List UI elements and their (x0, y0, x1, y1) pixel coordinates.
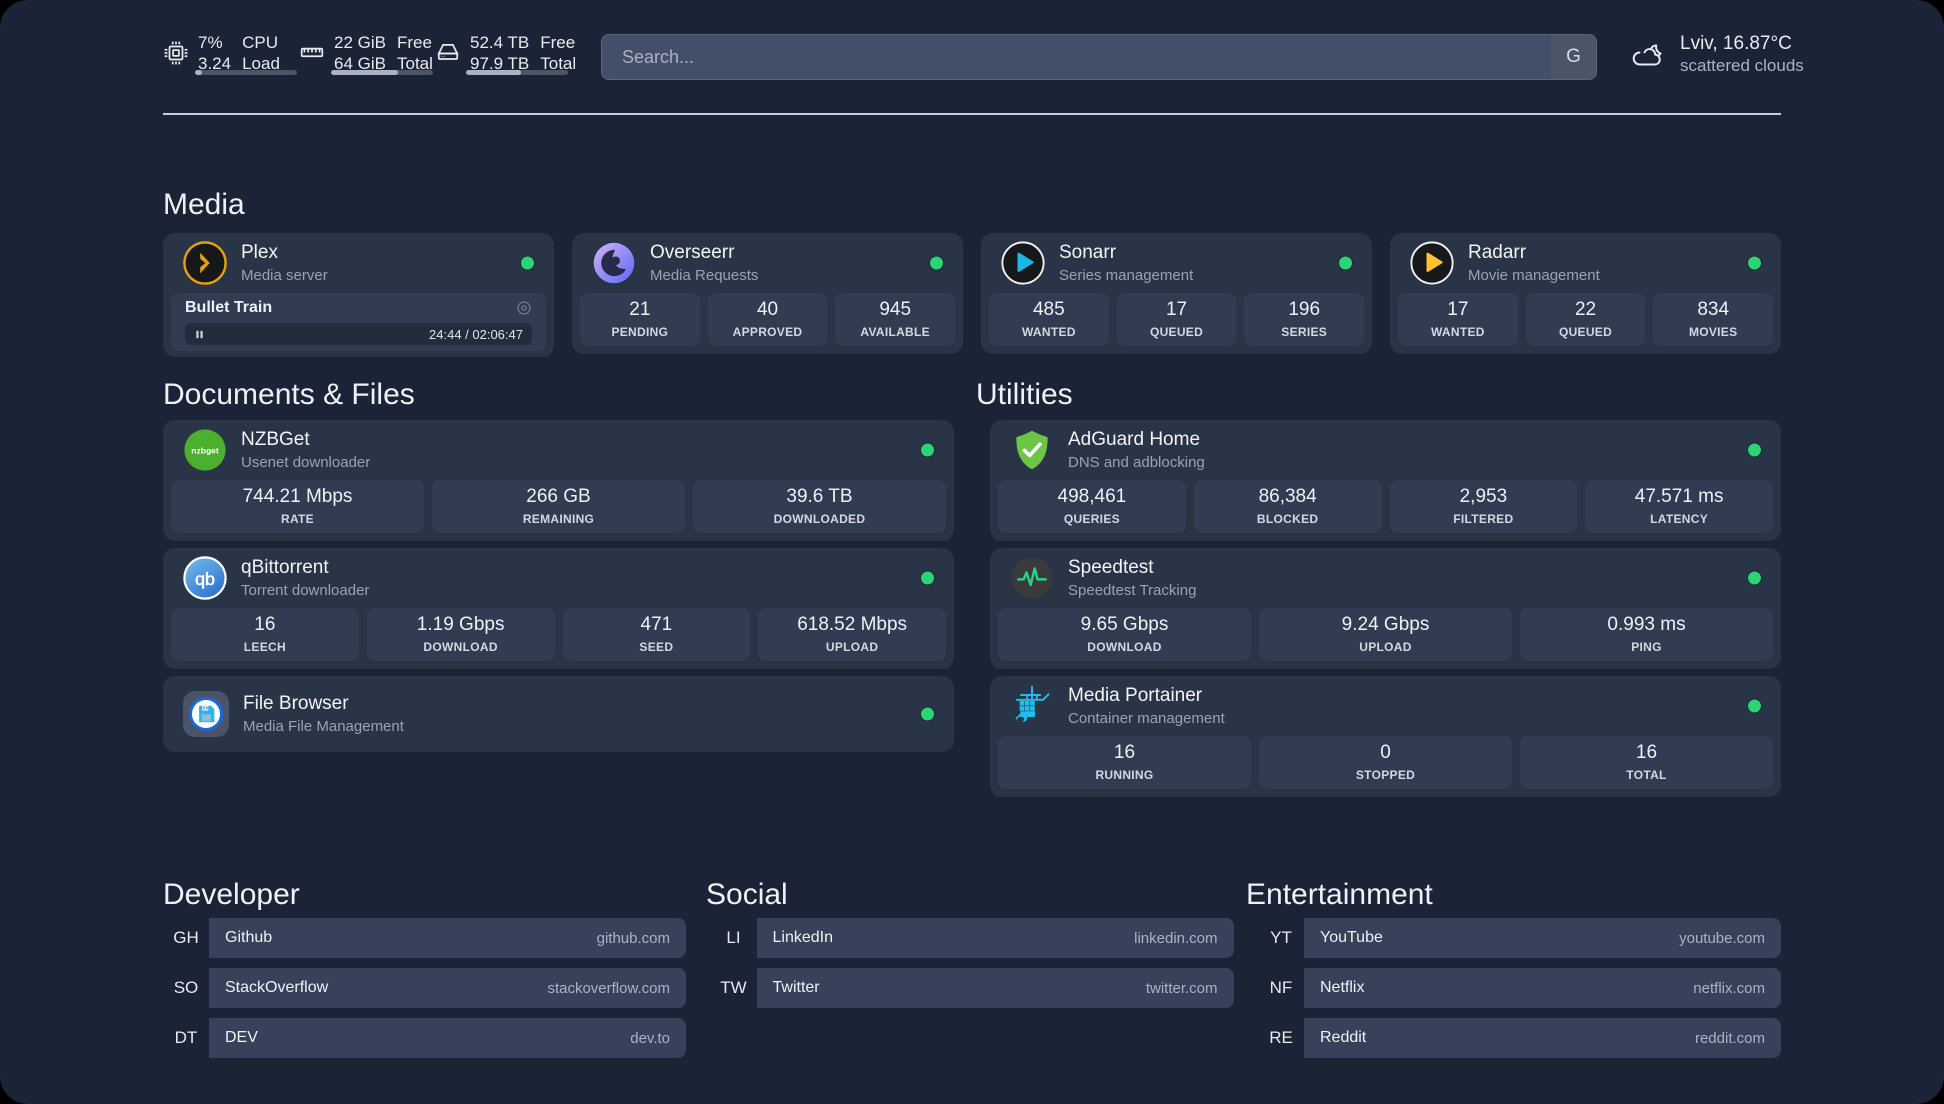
svg-text:nzbget: nzbget (191, 445, 219, 455)
svg-text:qb: qb (195, 569, 215, 589)
